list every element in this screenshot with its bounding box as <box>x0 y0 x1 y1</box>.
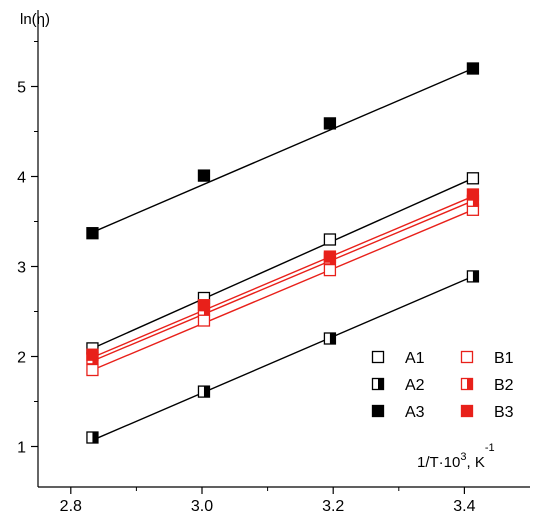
legend-marker-a3 <box>371 404 385 418</box>
point-a2 <box>86 431 99 444</box>
point-a2 <box>466 270 480 283</box>
fit-lines <box>92 67 474 441</box>
legend-marker-a2 <box>371 377 385 391</box>
x-axis-label-main: 1/T·10 <box>417 454 460 471</box>
marker-square-open <box>86 363 99 377</box>
point-b1 <box>86 363 99 377</box>
point-a3 <box>466 62 480 75</box>
legend-label-a3: A3 <box>405 404 425 421</box>
marker-square-open <box>197 314 211 327</box>
x-tick-label: 2.8 <box>60 498 82 515</box>
point-b3 <box>323 250 337 263</box>
fit-line-b2 <box>92 200 474 362</box>
marker-square-open <box>466 172 480 185</box>
legend-label-a1: A1 <box>405 350 425 367</box>
marker-square-open <box>323 233 337 246</box>
marker-square-half-fill <box>203 386 210 398</box>
legend-marker-b3 <box>460 404 474 418</box>
y-tick-label: 5 <box>17 80 26 97</box>
point-b3 <box>466 188 480 201</box>
marker-square-filled <box>197 169 211 182</box>
point-a2 <box>323 332 337 345</box>
y-tick-label: 1 <box>17 440 26 457</box>
fit-line-a3 <box>92 67 474 233</box>
legend-label-b2: B2 <box>494 377 514 394</box>
fit-line-b3 <box>92 195 474 359</box>
legend-marker-b1 <box>460 350 474 364</box>
fit-line-a2 <box>92 275 474 441</box>
marker-square-open <box>323 263 337 277</box>
point-a3 <box>197 169 211 182</box>
legend: A1 A2 A3 B1 B2 B3 <box>371 350 514 421</box>
y-tick-label: 2 <box>17 350 26 367</box>
y-tick-label: 4 <box>17 170 26 187</box>
x-tick-label: 3.2 <box>322 498 344 515</box>
point-b3 <box>86 348 99 361</box>
y-axis-label: ln(η) <box>20 11 50 28</box>
point-a3 <box>86 227 99 240</box>
data-points <box>86 62 480 444</box>
point-a3 <box>323 117 337 130</box>
marker-square-filled <box>86 348 99 361</box>
point-b3 <box>197 299 211 312</box>
legend-label-b3: B3 <box>494 404 514 421</box>
point-a1 <box>466 172 480 185</box>
point-a2 <box>197 385 211 398</box>
x-tick-label: 3.4 <box>453 498 475 515</box>
axes: 2.8 3.0 3.2 3.4 1 2 3 4 5 <box>17 10 530 515</box>
legend-label-a2: A2 <box>405 377 425 394</box>
x-axis-label-unit-sup: -1 <box>485 442 495 454</box>
marker-square-filled <box>323 117 337 130</box>
marker-square-half-fill <box>472 195 479 207</box>
marker-square-filled <box>86 227 99 240</box>
marker-square-half-fill <box>378 378 384 390</box>
legend-label-b1: B1 <box>494 350 514 367</box>
marker-square-filled <box>466 62 480 75</box>
point-b1 <box>197 314 211 327</box>
x-axis-label-sup: 3 <box>460 451 466 463</box>
marker-square-half-fill <box>472 270 479 282</box>
marker-square-filled <box>197 299 211 312</box>
marker-square-half-fill <box>92 432 98 443</box>
marker-square-open <box>460 350 474 364</box>
fit-line-a1 <box>92 177 474 350</box>
x-tick-label: 3.0 <box>191 498 213 515</box>
x-axis-label: 1/T·103, K-1 <box>417 442 495 471</box>
legend-marker-b2 <box>460 377 474 391</box>
point-a1 <box>323 233 337 246</box>
marker-square-half-fill <box>329 333 336 344</box>
point-b1 <box>323 263 337 277</box>
marker-square-filled <box>371 404 385 418</box>
legend-marker-a1 <box>371 350 385 364</box>
marker-square-open <box>371 350 385 364</box>
marker-square-filled <box>323 250 337 263</box>
fit-line-b1 <box>92 209 474 371</box>
marker-square-half-fill <box>467 378 473 390</box>
x-axis-label-unit: , K <box>466 454 484 471</box>
marker-square-filled <box>460 404 474 418</box>
marker-square-filled <box>466 188 480 201</box>
y-tick-label: 3 <box>17 260 26 277</box>
